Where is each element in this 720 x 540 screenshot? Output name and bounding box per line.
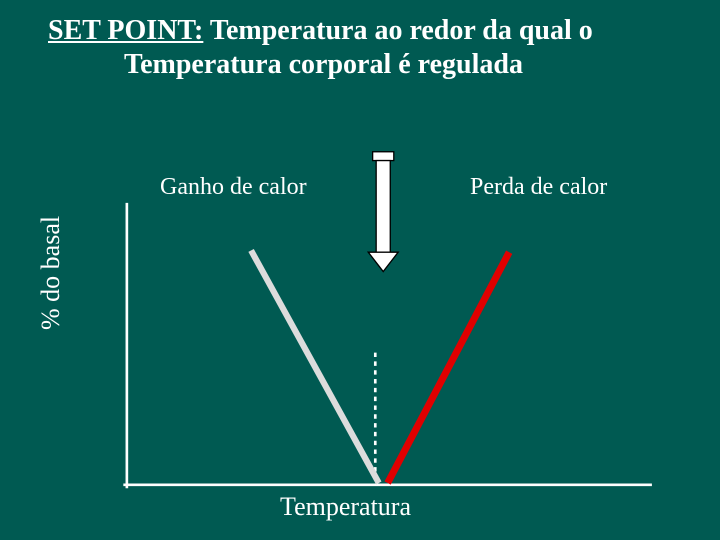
chart-svg bbox=[50, 150, 690, 520]
title-prefix: SET POINT: bbox=[48, 15, 203, 46]
chart-area bbox=[50, 150, 690, 520]
title-line1-rest: Temperatura ao redor da qual o bbox=[203, 15, 592, 46]
slide-title: SET POINT: Temperatura ao redor da qual … bbox=[48, 14, 690, 81]
setpoint-arrow-icon bbox=[368, 152, 398, 272]
title-line2: Temperatura corporal é regulada bbox=[48, 48, 690, 82]
loss-line bbox=[388, 252, 510, 483]
gain-line bbox=[251, 250, 379, 483]
